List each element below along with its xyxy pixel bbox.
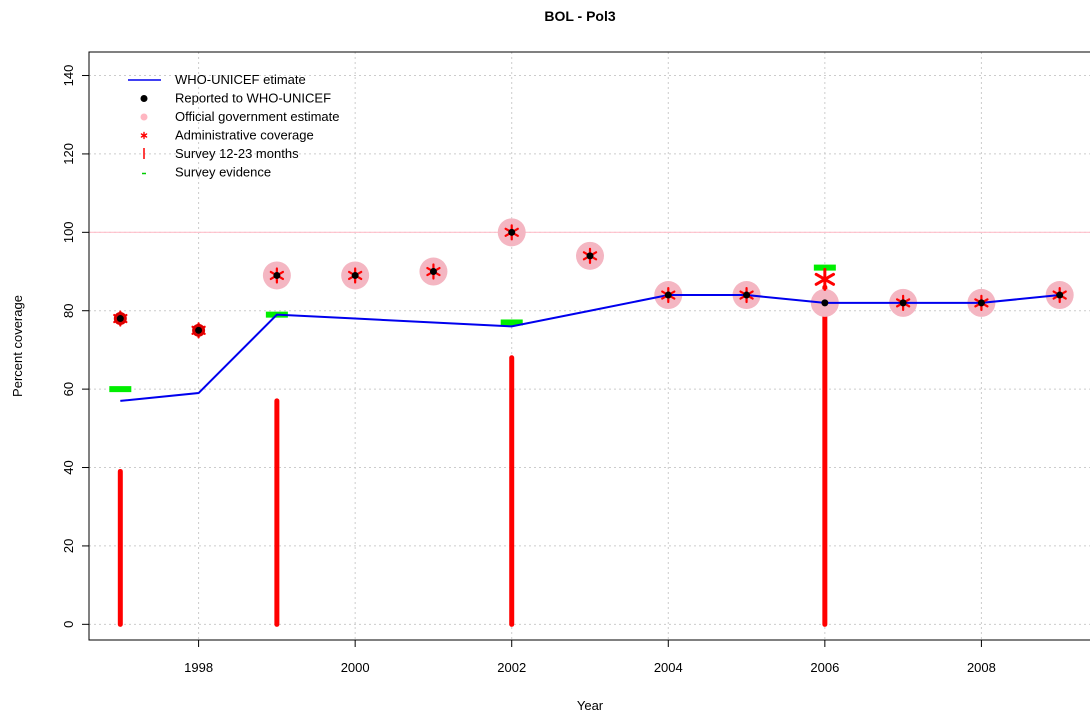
legend-label: Official government estimate	[175, 109, 340, 124]
x-tick-label: 1998	[184, 660, 213, 675]
y-axis: 0 20 40 60 80 100 120 140	[61, 65, 90, 628]
chart-title: BOL - Pol3	[544, 8, 616, 24]
estimate-line	[120, 294, 1060, 402]
y-axis-label: Percent coverage	[10, 295, 25, 397]
reported-point	[116, 315, 124, 323]
reported-point	[1056, 291, 1064, 299]
reported-point	[977, 299, 985, 307]
admin-coverage-point	[814, 267, 836, 291]
reported-point	[429, 268, 437, 276]
x-axis-label: Year	[577, 698, 604, 713]
y-tick-label: 80	[61, 303, 76, 317]
reported-points	[113, 228, 1064, 337]
survey-bars	[117, 284, 828, 627]
reported-point	[743, 291, 751, 299]
survey-evidence-mark	[109, 386, 132, 393]
legend-item: Official government estimate	[140, 109, 340, 124]
x-tick-label: 2004	[654, 660, 683, 675]
survey-evidence-mark	[813, 264, 836, 271]
y-tick-label: 20	[61, 539, 76, 553]
legend-label: Survey 12-23 months	[175, 146, 299, 161]
reported-point	[821, 299, 829, 307]
reported-point	[508, 228, 516, 236]
reported-point	[195, 326, 203, 334]
y-tick-label: 60	[61, 382, 76, 396]
x-tick-label: 2002	[497, 660, 526, 675]
x-tick-label: 2006	[810, 660, 839, 675]
admin-coverage-point-stroke	[814, 272, 836, 286]
reported-point	[899, 299, 907, 307]
legend-label: Reported to WHO-UNICEF	[175, 91, 331, 106]
y-tick-label: 40	[61, 460, 76, 474]
reported-point	[664, 291, 672, 299]
who-unicef-estimate-line	[120, 294, 1060, 402]
legend: WHO-UNICEF etimate Reported to WHO-UNICEF…	[128, 72, 340, 180]
y-tick-label: 0	[61, 621, 76, 628]
legend-star-symbol-stroke	[140, 133, 148, 138]
legend-label: WHO-UNICEF etimate	[175, 72, 306, 87]
legend-item: Administrative coverage	[140, 128, 314, 143]
x-tick-label: 2008	[967, 660, 996, 675]
legend-label: Administrative coverage	[175, 128, 314, 143]
legend-star-symbol	[140, 131, 148, 140]
legend-dot-symbol	[140, 95, 148, 102]
survey-evidence-mark	[500, 319, 523, 326]
legend-item: Survey evidence	[142, 165, 271, 180]
reported-point	[273, 271, 281, 279]
reported-point	[586, 252, 594, 260]
y-tick-label: 140	[61, 65, 76, 87]
legend-label: Survey evidence	[175, 165, 271, 180]
legend-item: WHO-UNICEF etimate	[128, 72, 306, 87]
legend-item: Survey 12-23 months	[143, 146, 299, 161]
y-tick-label: 120	[61, 143, 76, 165]
legend-pink-dot-symbol	[140, 113, 148, 121]
x-tick-label: 2000	[341, 660, 370, 675]
reported-point	[351, 271, 359, 279]
legend-item: Reported to WHO-UNICEF	[140, 91, 331, 106]
x-axis: 1998 2000 2002 2004 2006 2008	[184, 639, 996, 675]
y-tick-label: 100	[61, 221, 76, 243]
